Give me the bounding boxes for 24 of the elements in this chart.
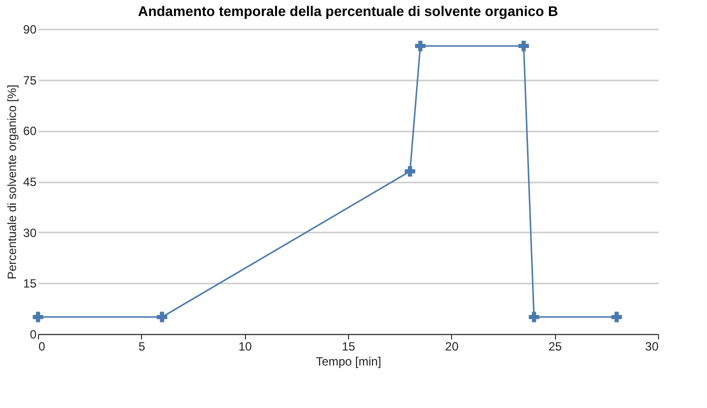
point: [518, 40, 529, 52]
x-axis-title: Tempo [min]: [316, 354, 382, 368]
y-tick-label: 90: [23, 22, 37, 36]
point: [156, 312, 168, 322]
y-tick-label: 15: [23, 276, 37, 291]
x-tick-label: 15: [342, 340, 356, 354]
chart-title: Andamento temporale della percentuale di solvente organico B: [138, 3, 558, 19]
x-tick-label: 5: [138, 340, 146, 354]
y-tick-label: 45: [23, 175, 37, 189]
point: [32, 312, 44, 322]
x-tick-label: 25: [548, 340, 562, 354]
y-tick-label: 0: [30, 328, 37, 342]
y-tick-label: 60: [23, 124, 37, 138]
x-tick-label: 30: [645, 340, 659, 354]
point: [611, 312, 622, 322]
point: [415, 40, 426, 52]
y-axis-title: Percentuale di solvente organico [%]: [5, 84, 20, 280]
x-tick-label: 10: [238, 340, 252, 354]
point: [404, 166, 416, 177]
point: [528, 312, 540, 322]
y-tick-label: 30: [23, 226, 37, 240]
x-tick-label: 0: [38, 340, 46, 354]
y-tick-label: 75: [23, 73, 37, 88]
x-tick-label: 20: [445, 340, 459, 354]
